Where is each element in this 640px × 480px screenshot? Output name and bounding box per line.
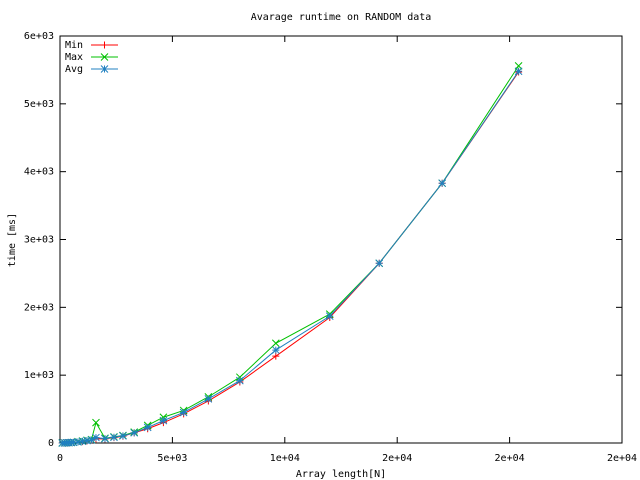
legend-label: Min — [65, 40, 83, 51]
marker — [514, 67, 523, 76]
y-tick-label: 5e+03 — [24, 99, 54, 110]
marker — [78, 437, 87, 446]
marker — [87, 436, 96, 444]
marker — [83, 436, 91, 445]
x-axis-label: Array length[N] — [296, 469, 386, 480]
x-tick-label: 2e+04 — [382, 453, 412, 464]
marker — [69, 438, 78, 447]
marker — [110, 433, 118, 442]
marker — [100, 53, 109, 61]
y-tick-label: 1e+03 — [24, 370, 54, 381]
marker — [130, 428, 139, 437]
marker — [375, 259, 384, 268]
x-tick-label: 0 — [57, 453, 63, 464]
marker — [92, 433, 100, 442]
marker — [235, 376, 244, 385]
marker — [204, 395, 213, 403]
marker — [271, 339, 280, 348]
marker — [179, 408, 188, 417]
marker — [325, 312, 334, 321]
marker — [101, 434, 109, 443]
y-axis-label: time [ms] — [7, 213, 18, 267]
marker — [143, 423, 152, 432]
y-tick-label: 6e+03 — [24, 31, 54, 42]
x-tick-label: 2e+04 — [495, 453, 525, 464]
legend-label: Avg — [65, 64, 83, 75]
x-tick-label: 5e+03 — [157, 453, 187, 464]
marker — [514, 61, 523, 70]
y-tick-label: 3e+03 — [24, 235, 54, 246]
marker — [119, 432, 127, 440]
marker — [100, 65, 109, 73]
x-tick-label: 2e+04 — [607, 453, 637, 464]
y-tick-label: 4e+03 — [24, 167, 54, 178]
x-tick-label: 1e+04 — [270, 453, 300, 464]
legend-label: Max — [65, 52, 83, 63]
marker — [74, 438, 82, 446]
y-tick-label: 0 — [48, 438, 54, 449]
marker — [271, 346, 280, 354]
chart-title: Avarage runtime on RANDOM data — [251, 12, 432, 23]
marker — [438, 179, 447, 188]
marker — [92, 418, 100, 427]
y-tick-label: 2e+03 — [24, 302, 54, 313]
marker — [272, 352, 280, 360]
marker — [101, 41, 108, 49]
marker — [159, 416, 168, 425]
